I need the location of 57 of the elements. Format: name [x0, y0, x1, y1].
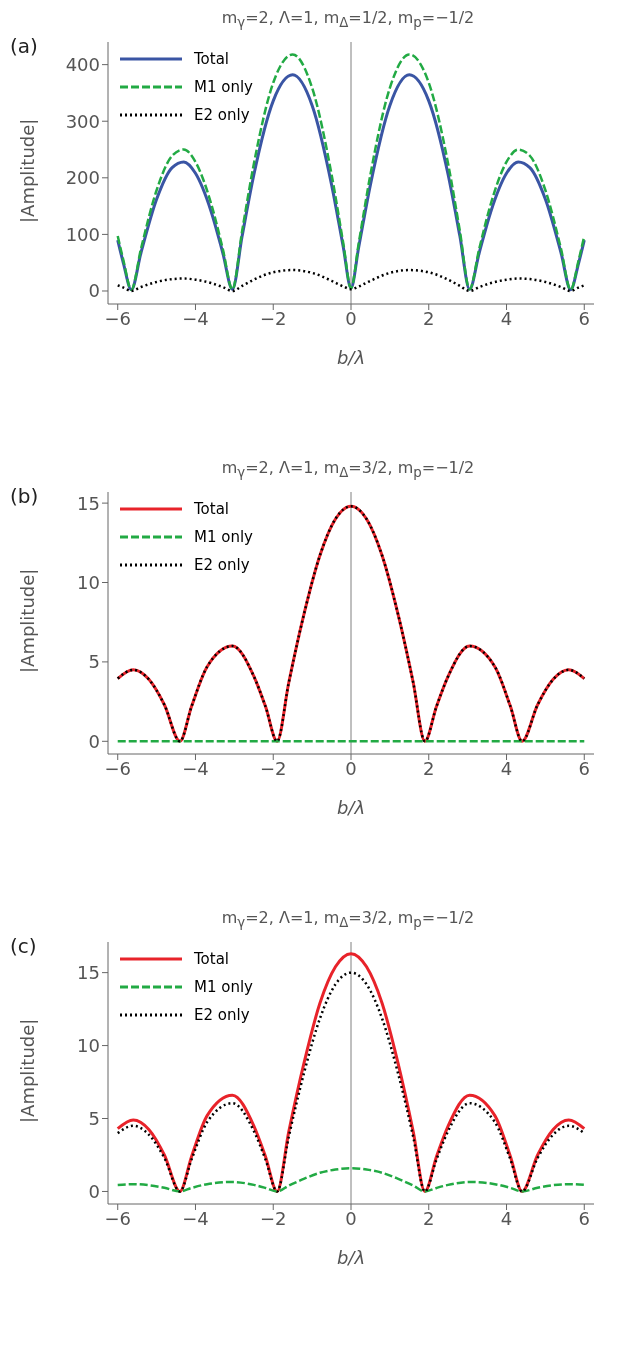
x-tick-label: −6 — [104, 757, 131, 779]
y-tick-label: 10 — [77, 571, 100, 593]
x-tick-label: −6 — [104, 1207, 131, 1229]
y-tick-label: 10 — [77, 1034, 100, 1056]
x-tick-label: −2 — [259, 307, 287, 329]
x-tick-label: 6 — [578, 307, 591, 329]
x-tick-label: −6 — [104, 307, 131, 329]
y-axis-title: |Amplitude| — [17, 1018, 39, 1123]
x-tick-label: −4 — [182, 757, 209, 779]
x-tick-label: −4 — [182, 307, 209, 329]
x-axis-title: b/λ — [336, 347, 366, 368]
x-tick-label: 6 — [578, 757, 591, 779]
chart-title: m$_{γ}$=2, Λ=1, m$_{Δ}$=3/2, m$_{p}$=−1/2 — [220, 908, 476, 932]
x-tick-label: 2 — [423, 757, 435, 779]
line-series — [116, 1166, 586, 1193]
x-tick-label: −2 — [259, 1207, 287, 1229]
x-axis-title: b/λ — [336, 797, 366, 818]
y-axis-title: |Amplitude| — [17, 568, 39, 673]
legend-label: M1 only — [194, 78, 253, 96]
chart-title: m$_{γ}$=2, Λ=1, m$_{Δ}$=3/2, m$_{p}$=−1/2 — [220, 458, 476, 482]
x-tick-label: 2 — [423, 1207, 435, 1229]
x-tick-label: 2 — [423, 307, 435, 329]
x-tick-label: 4 — [500, 757, 513, 779]
y-tick-label: 5 — [88, 651, 100, 673]
x-tick-label: 0 — [345, 307, 357, 329]
legend-label: E2 only — [194, 106, 250, 124]
legend-label: E2 only — [194, 1006, 250, 1024]
y-tick-label: 200 — [65, 167, 100, 189]
legend-label: E2 only — [194, 556, 250, 574]
legend-label: Total — [194, 950, 230, 968]
chart-title: m$_{γ}$=2, Λ=1, m$_{Δ}$=1/2, m$_{p}$=−1/2 — [220, 8, 476, 32]
y-tick-label: 15 — [77, 962, 100, 984]
y-tick-label: 100 — [65, 223, 100, 245]
x-axis-title: b/λ — [336, 1247, 366, 1268]
y-tick-label: 400 — [65, 54, 100, 76]
text: (a) — [10, 34, 38, 58]
y-tick-label: 0 — [88, 1180, 100, 1202]
text: (b) — [10, 484, 39, 508]
legend-label: Total — [194, 50, 230, 68]
x-tick-label: −4 — [182, 1207, 209, 1229]
x-tick-label: −2 — [259, 757, 287, 779]
y-tick-label: 15 — [77, 492, 100, 514]
line-series — [116, 268, 586, 293]
legend-label: Total — [194, 500, 230, 518]
x-tick-label: 4 — [500, 307, 513, 329]
legend-label: M1 only — [194, 528, 253, 546]
text: (c) — [10, 934, 37, 958]
x-tick-label: 0 — [345, 1207, 357, 1229]
legend-label: M1 only — [194, 978, 253, 996]
x-tick-label: 6 — [578, 1207, 591, 1229]
y-tick-label: 5 — [88, 1107, 100, 1129]
y-tick-label: 0 — [88, 730, 100, 752]
y-tick-label: 0 — [88, 280, 100, 302]
y-axis-title: |Amplitude| — [17, 118, 39, 223]
x-tick-label: 4 — [500, 1207, 513, 1229]
x-tick-label: 0 — [345, 757, 357, 779]
y-tick-label: 300 — [65, 110, 100, 132]
